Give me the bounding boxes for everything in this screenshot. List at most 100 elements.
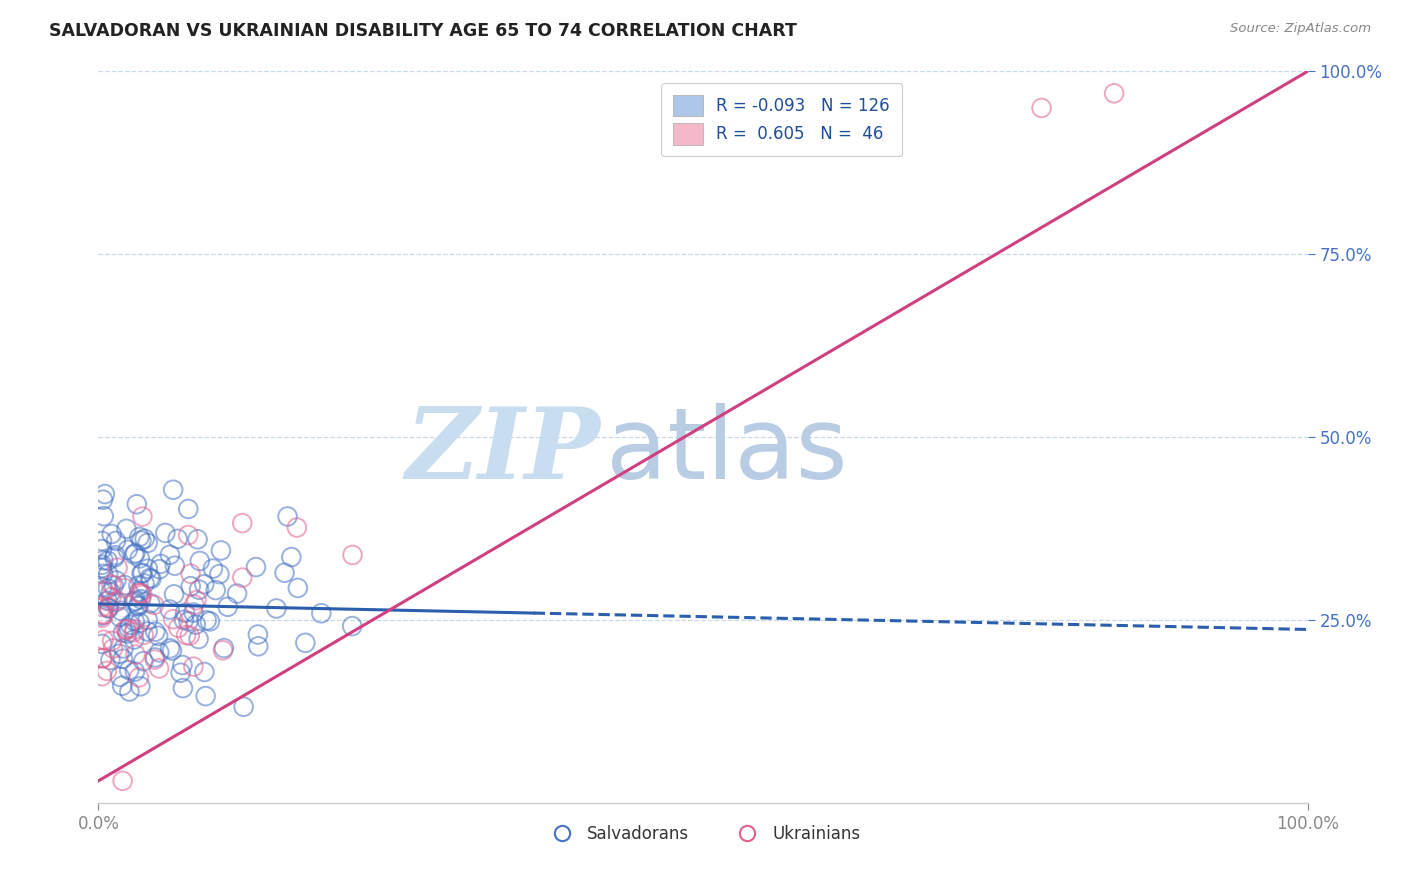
Point (285, 520, 308, 534)
Point (1031, 101, 1053, 115)
Point (139, 596, 162, 610)
Point (245, 560, 267, 574)
Point (94, 487, 117, 501)
Point (143, 624, 166, 639)
Point (172, 658, 194, 673)
Point (148, 562, 170, 576)
Point (167, 621, 190, 635)
Point (114, 623, 136, 637)
Point (97, 567, 120, 582)
Point (132, 628, 155, 642)
Point (186, 593, 208, 607)
Point (294, 636, 316, 650)
Point (128, 586, 150, 600)
Point (342, 619, 364, 633)
Point (162, 612, 184, 626)
Point (115, 522, 138, 536)
Point (136, 536, 159, 550)
Point (163, 558, 186, 573)
Point (91, 566, 114, 581)
Point (159, 548, 181, 562)
Point (143, 598, 166, 612)
Point (122, 548, 145, 562)
Point (124, 665, 146, 679)
Point (273, 566, 295, 580)
Point (217, 599, 239, 614)
Point (163, 587, 186, 601)
Legend: Salvadorans, Ukrainians: Salvadorans, Ukrainians (538, 818, 868, 849)
Point (193, 665, 215, 679)
Point (111, 773, 134, 788)
Point (127, 579, 149, 593)
Point (104, 595, 127, 609)
Point (180, 566, 202, 581)
Point (97, 601, 120, 615)
Point (97, 599, 120, 614)
Point (91, 561, 114, 575)
Point (184, 617, 207, 632)
Point (280, 550, 302, 565)
Point (173, 613, 195, 627)
Text: atlas: atlas (606, 403, 848, 500)
Point (160, 643, 183, 657)
Point (131, 533, 153, 548)
Point (93, 632, 115, 647)
Point (97, 554, 120, 568)
Point (104, 549, 127, 563)
Point (188, 554, 211, 568)
Point (148, 661, 170, 675)
Point (108, 647, 131, 661)
Point (127, 599, 149, 613)
Point (128, 615, 150, 630)
Point (112, 641, 135, 656)
Point (149, 557, 172, 571)
Point (131, 566, 153, 580)
Point (114, 578, 136, 592)
Point (91, 608, 114, 623)
Point (183, 606, 205, 620)
Point (105, 574, 128, 588)
Point (91, 492, 114, 507)
Point (105, 594, 128, 608)
Point (117, 622, 139, 636)
Point (179, 629, 201, 643)
Point (125, 497, 148, 511)
Point (112, 581, 135, 595)
Point (174, 628, 197, 642)
Point (117, 626, 139, 640)
Point (101, 641, 124, 656)
Point (159, 602, 181, 616)
Point (100, 527, 122, 541)
Point (128, 530, 150, 544)
Point (277, 509, 299, 524)
Point (187, 533, 209, 547)
Point (122, 625, 145, 640)
Point (177, 502, 200, 516)
Point (117, 542, 139, 557)
Point (136, 613, 159, 627)
Point (111, 625, 134, 640)
Point (159, 641, 181, 656)
Text: SALVADORAN VS UKRAINIAN DISABILITY AGE 65 TO 74 CORRELATION CHART: SALVADORAN VS UKRAINIAN DISABILITY AGE 6… (49, 22, 797, 40)
Point (136, 624, 159, 639)
Point (110, 604, 132, 618)
Point (128, 551, 150, 566)
Point (162, 483, 184, 497)
Point (342, 548, 364, 562)
Point (91, 610, 114, 624)
Point (139, 571, 162, 585)
Point (104, 533, 127, 548)
Point (101, 633, 124, 648)
Point (134, 532, 156, 546)
Point (93, 509, 115, 524)
Point (131, 588, 153, 602)
Point (193, 577, 215, 591)
Point (198, 615, 221, 629)
Point (226, 586, 249, 600)
Point (111, 652, 134, 666)
Point (132, 654, 155, 668)
Point (143, 652, 166, 666)
Point (134, 576, 156, 591)
Point (232, 699, 254, 714)
Point (128, 670, 150, 684)
